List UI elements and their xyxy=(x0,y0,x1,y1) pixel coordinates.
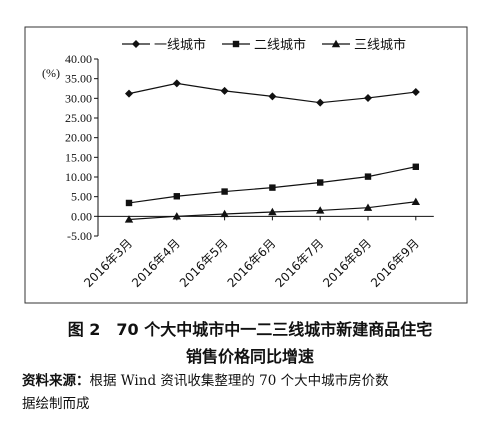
x-axis: 2016年3月2016年4月2016年5月2016年6月2016年7月2016年… xyxy=(81,215,434,290)
source-text-line1: 根据 Wind 资讯收集整理的 70 个大中城市房价数 xyxy=(89,373,389,389)
legend-marker xyxy=(331,39,341,48)
y-tick-label: 0.00 xyxy=(71,209,92,223)
data-point xyxy=(411,88,420,97)
y-tick-label: 5.00 xyxy=(71,190,92,204)
data-point xyxy=(220,209,229,218)
series-group xyxy=(124,79,420,223)
legend-label: 一线城市 xyxy=(154,37,206,53)
data-point xyxy=(316,206,325,214)
legend-label: 三线城市 xyxy=(354,37,406,53)
data-point xyxy=(412,163,419,170)
data-point xyxy=(269,184,276,191)
legend-marker xyxy=(132,40,140,48)
data-point xyxy=(364,93,372,102)
x-tick-label: 2016年7月 xyxy=(272,236,326,290)
data-point xyxy=(363,203,373,211)
data-point xyxy=(221,188,228,195)
data-point xyxy=(125,89,133,98)
figure-caption-line2: 销售价格同比增速 xyxy=(185,347,314,366)
data-point xyxy=(172,79,181,88)
line-chart: 一线城市 二线城市 三线城市 (%) 40.00 35.00 30.00 25.00 20.… xyxy=(24,26,468,304)
source-note-continued: 据绘制而成 xyxy=(22,396,90,412)
legend: 一线城市 二线城市 三线城市 xyxy=(122,37,406,53)
data-point xyxy=(317,179,324,186)
x-tick-label: 2016年6月 xyxy=(225,236,279,290)
x-tick-label: 2016年5月 xyxy=(177,236,231,290)
series-1 xyxy=(125,79,420,107)
y-tick-label: 20.00 xyxy=(65,131,92,145)
data-point xyxy=(173,193,180,200)
data-point xyxy=(268,92,277,101)
x-tick-label: 2016年8月 xyxy=(320,236,374,290)
y-unit-label: (%) xyxy=(42,66,60,80)
data-point xyxy=(411,197,420,205)
data-point xyxy=(125,199,133,207)
source-note: 资料来源：根据 Wind 资讯收集整理的 70 个大中城市房价数 xyxy=(22,370,492,393)
y-tick-label: 15.00 xyxy=(65,150,92,164)
series-3 xyxy=(124,197,420,223)
y-tick-label: 25.00 xyxy=(65,111,92,125)
x-tick-label: 2016年4月 xyxy=(129,236,183,290)
data-point xyxy=(316,98,325,107)
source-label: 资料来源： xyxy=(22,373,90,389)
y-tick-label: 35.00 xyxy=(65,72,92,86)
x-tick-label: 2016年9月 xyxy=(368,236,422,290)
y-tick-label: 40.00 xyxy=(65,52,92,66)
y-tick-label: -5.00 xyxy=(67,229,92,243)
y-tick-label: 30.00 xyxy=(65,91,92,105)
data-point xyxy=(364,173,372,180)
data-point xyxy=(124,215,134,223)
series-2 xyxy=(125,163,419,207)
y-tick-label: 10.00 xyxy=(65,170,92,184)
legend-marker xyxy=(232,40,240,48)
legend-label: 二线城市 xyxy=(254,37,306,53)
data-point xyxy=(268,207,277,216)
figure-caption-line1: 图 2 70 个大中城市中一二三线城市新建商品住宅 xyxy=(67,320,433,339)
data-point xyxy=(172,212,181,220)
chart-frame xyxy=(24,26,468,304)
y-axis: 40.00 35.00 30.00 25.00 20.00 15.00 10.00 5.00 0… xyxy=(65,52,99,243)
x-tick-label: 2016年3月 xyxy=(81,236,135,290)
data-point xyxy=(220,86,229,95)
